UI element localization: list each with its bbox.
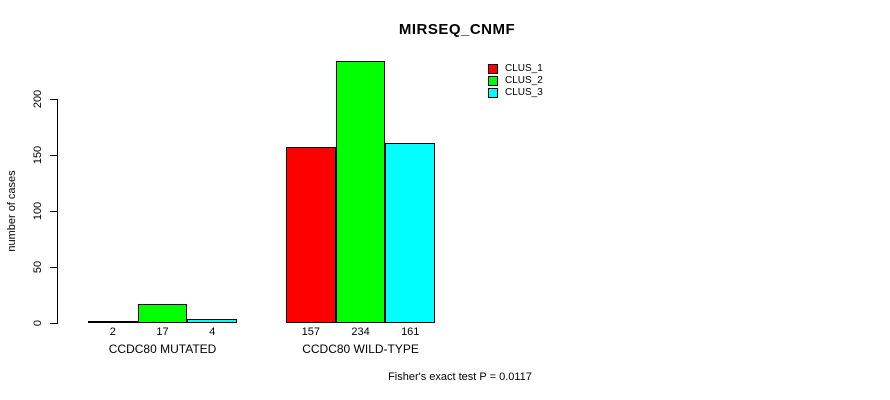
legend-swatch-icon [488,88,498,98]
y-tick-label-150: 150 [32,145,44,165]
footer-stat-note: Fisher's exact test P = 0.0117 [388,371,532,383]
y-tick-mark-50 [50,267,57,268]
bar-clus_1-group2 [286,147,336,323]
y-axis-label: number of cases [6,170,18,252]
bar-value-label: 157 [301,326,321,338]
bar-clus_1-group1 [88,320,138,323]
y-tick-label-200: 200 [32,89,44,109]
legend-label: CLUS_2 [505,75,543,86]
y-tick-label-100: 100 [32,201,44,221]
y-tick-mark-100 [50,211,57,212]
legend-item-clus_2: CLUS_2 [488,76,543,86]
legend-label: CLUS_3 [505,87,543,98]
chart-title: MIRSEQ_CNMF [398,21,516,38]
y-tick-label-0: 0 [32,319,44,327]
bar-value-label: 234 [351,326,370,338]
bar-clus_3-group1 [187,318,238,323]
bar-value-label: 17 [156,326,169,338]
x-group-label-2: CCDC80 WILD-TYPE [302,342,419,356]
bar-clus_2-group1 [137,303,188,323]
legend-swatch-icon [488,64,498,74]
bar-clus_3-group2 [385,142,436,323]
bar-clus_2-group2 [335,60,386,323]
x-group-label-1: CCDC80 MUTATED [108,342,217,356]
legend-item-clus_1: CLUS_1 [488,64,543,74]
y-axis-line [57,99,58,324]
y-tick-mark-0 [50,323,57,324]
legend-label: CLUS_1 [505,63,543,74]
legend-swatch-icon [488,76,498,86]
legend: CLUS_1 CLUS_2 CLUS_3 [488,64,543,98]
y-tick-label-50: 50 [32,260,44,274]
bar-value-label: 2 [109,326,116,338]
y-tick-mark-150 [50,155,57,156]
bar-value-label: 161 [401,326,420,338]
y-tick-mark-200 [50,99,57,100]
bar-value-label: 4 [209,326,216,338]
legend-item-clus_3: CLUS_3 [488,88,543,98]
